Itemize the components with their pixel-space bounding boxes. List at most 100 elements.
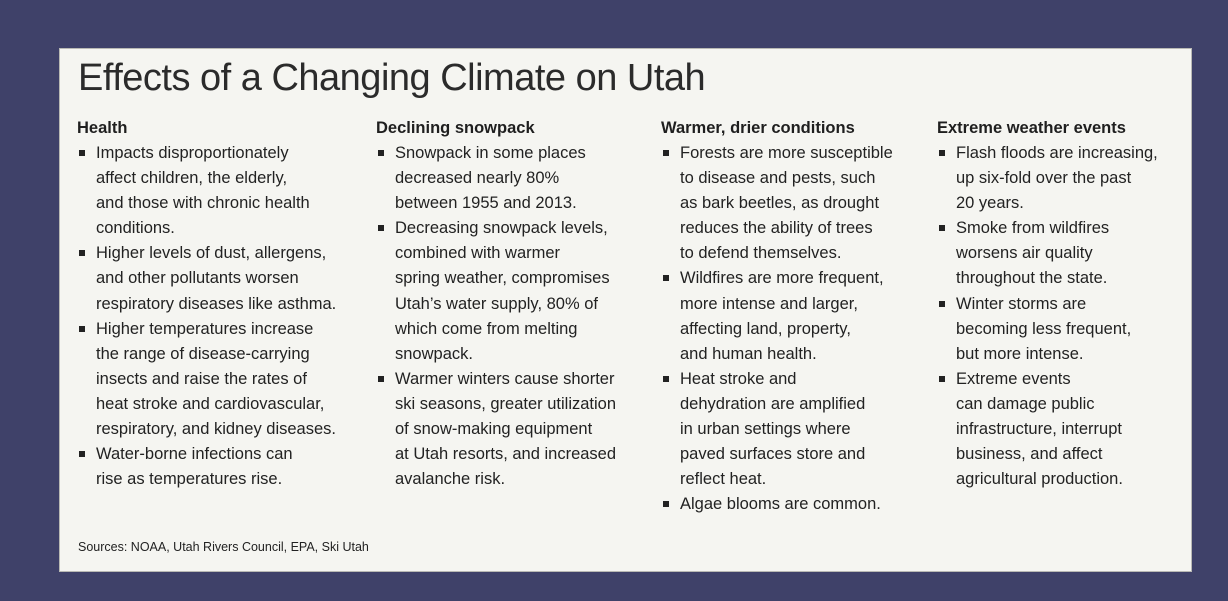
list-item-text: but more intense. [956, 344, 1084, 363]
list-item: Decreasing snowpack levels, combined with… [376, 216, 616, 367]
list-item-text: dehydration are amplified [680, 394, 866, 413]
list-item-text: decreased nearly 80% [395, 169, 560, 188]
list-item-text: in urban settings where [680, 420, 851, 439]
list-item: Impacts disproportionately affect childre… [77, 141, 336, 241]
list-item-text: conditions. [96, 219, 175, 238]
list-item-text: respiratory, and kidney diseases. [96, 420, 336, 439]
list-item-text: can damage public [956, 394, 1095, 413]
list-item-text: worsens air quality [956, 244, 1093, 263]
list-item-text: Decreasing snowpack levels, [395, 219, 608, 238]
column-extreme-weather-events: Extreme weather events Flash floods are … [937, 119, 1158, 492]
list-item-text: 20 years. [956, 194, 1024, 213]
square-bullet-icon [79, 250, 85, 257]
list-item: Winter storms are becoming less frequent,… [937, 292, 1158, 367]
list-item-text: spring weather, compromises [395, 269, 610, 288]
list-item-text: Smoke from wildfires [956, 219, 1110, 238]
list-item-text: up six-fold over the past [956, 169, 1132, 188]
square-bullet-icon [939, 225, 945, 232]
list-item-text: as bark beetles, as drought [680, 194, 880, 213]
list-item-text: of snow-making equipment [395, 420, 593, 439]
bullet-list: Flash floods are increasing, up six-fold … [937, 141, 1158, 492]
column-declining-snowpack: Declining snowpack Snowpack in some plac… [376, 119, 616, 492]
square-bullet-icon [378, 150, 384, 156]
list-item-text: agricultural production. [956, 470, 1123, 489]
list-item: Heat stroke and dehydration are amplified… [661, 367, 893, 492]
square-bullet-icon [939, 375, 945, 382]
list-item-text: insects and raise the rates of [96, 369, 307, 388]
list-item-text: combined with warmer [395, 244, 561, 263]
square-bullet-icon [939, 150, 945, 156]
list-item: Forests are more susceptible to disease a… [661, 141, 893, 266]
list-item-text: Algae blooms are common. [680, 495, 881, 514]
list-item-text: Winter storms are [956, 294, 1087, 313]
square-bullet-icon [79, 325, 85, 332]
infographic-panel: Effects of a Changing Climate on Utah He… [59, 48, 1192, 572]
list-item-text: snowpack. [395, 344, 473, 363]
list-item-text: reflect heat. [680, 470, 767, 489]
list-item-text: avalanche risk. [395, 470, 506, 489]
list-item-text: business, and affect [956, 445, 1103, 464]
square-bullet-icon [663, 375, 669, 382]
list-item-text: and human health. [680, 344, 817, 363]
list-item-text: and other pollutants worsen [96, 269, 299, 288]
square-bullet-icon [663, 501, 669, 508]
list-item-text: Flash floods are increasing, [956, 144, 1158, 162]
square-bullet-icon [79, 451, 85, 458]
list-item-text: heat stroke and cardiovascular, [96, 394, 325, 413]
list-item: Higher temperatures increase the range of… [77, 317, 336, 442]
list-item-text: which come from melting [395, 319, 578, 338]
list-item-text: Higher levels of dust, allergens, [96, 244, 327, 263]
list-item-text: to disease and pests, such [680, 169, 876, 188]
bullet-list: Impacts disproportionately affect childre… [77, 141, 336, 492]
list-item-text: paved surfaces store and [680, 445, 866, 464]
list-item-text: Utah’s water supply, 80% of [395, 294, 598, 313]
list-item-text: affect children, the elderly, [96, 169, 288, 188]
list-item-text: Wildfires are more frequent, [680, 269, 884, 288]
list-item: Warmer winters cause shorter ski seasons,… [376, 367, 616, 492]
list-item: Water-borne infections can rise as temper… [77, 442, 336, 492]
square-bullet-icon [663, 150, 669, 156]
column-heading: Health [77, 119, 128, 137]
square-bullet-icon [939, 300, 945, 307]
list-item-text: rise as temperatures rise. [96, 470, 283, 489]
column-warmer-drier-conditions: Warmer, drier conditions Forests are mor… [661, 119, 893, 517]
square-bullet-icon [378, 375, 384, 382]
list-item: Wildfires are more frequent, more intense… [661, 266, 893, 366]
list-item: Higher levels of dust, allergens, and oth… [77, 241, 336, 316]
list-item-text: Heat stroke and [680, 369, 797, 388]
column-heading: Warmer, drier conditions [661, 119, 855, 137]
list-item-text: Warmer winters cause shorter [395, 369, 615, 388]
list-item: Smoke from wildfires worsens air quality t… [937, 216, 1158, 291]
list-item-text: becoming less frequent, [956, 319, 1132, 338]
list-item-text: Forests are more susceptible [680, 144, 893, 162]
list-item-text: Snowpack in some places [395, 144, 586, 162]
list-item-text: ski seasons, greater utilization [395, 394, 617, 413]
list-item-text: Impacts disproportionately [96, 144, 289, 162]
list-item: Snowpack in some places decreased nearly … [376, 141, 616, 216]
list-item: Algae blooms are common. [661, 492, 893, 517]
list-item-text: respiratory diseases like asthma. [96, 294, 337, 313]
list-item-text: the range of disease-carrying [96, 344, 310, 363]
column-health: Health Impacts disproportionately affect … [77, 119, 336, 492]
list-item-text: Water-borne infections can [96, 445, 293, 464]
column-heading: Declining snowpack [376, 119, 535, 137]
square-bullet-icon [378, 225, 384, 232]
square-bullet-icon [663, 275, 669, 282]
bullet-list: Snowpack in some places decreased nearly … [376, 141, 616, 492]
list-item: Flash floods are increasing, up six-fold … [937, 141, 1158, 216]
list-item-text: reduces the ability of trees [680, 219, 873, 238]
list-item-text: affecting land, property, [680, 319, 851, 338]
list-item-text: throughout the state. [956, 269, 1108, 288]
bullet-list: Forests are more susceptible to disease a… [661, 141, 893, 517]
sources-note: Sources: NOAA, Utah Rivers Council, EPA,… [78, 540, 369, 554]
list-item-text: at Utah resorts, and increased [395, 445, 617, 464]
page-title: Effects of a Changing Climate on Utah [78, 57, 706, 99]
list-item: Extreme events can damage public infrastru… [937, 367, 1158, 492]
list-item-text: Higher temperatures increase [96, 319, 314, 338]
square-bullet-icon [79, 150, 85, 156]
list-item-text: between 1955 and 2013. [395, 194, 577, 213]
list-item-text: to defend themselves. [680, 244, 842, 263]
list-item-text: Extreme events [956, 369, 1071, 388]
list-item-text: more intense and larger, [680, 294, 858, 313]
list-item-text: and those with chronic health [96, 194, 310, 213]
